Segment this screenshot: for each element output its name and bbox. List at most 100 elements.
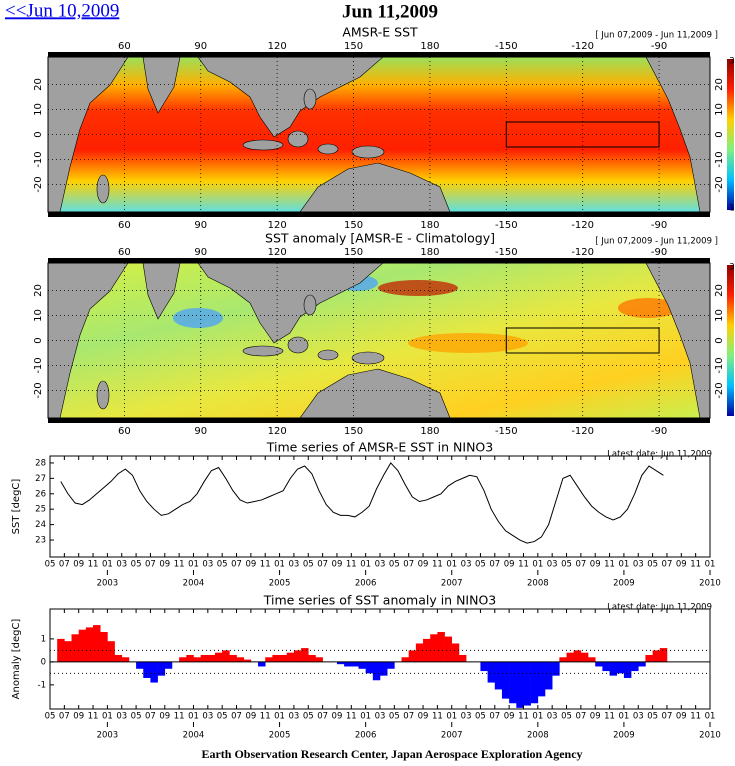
plot-frame: [49, 608, 711, 710]
x-tick-label: 05: [131, 560, 142, 570]
lon-bar-top: [48, 258, 710, 263]
x-tick-label: 07: [403, 712, 414, 722]
year-label: 2007: [441, 731, 463, 741]
anomaly-bar: [480, 661, 488, 672]
anomaly-bar: [573, 650, 582, 662]
back-link[interactable]: <<Jun 10,2009: [5, 0, 119, 21]
x-tick-label: 07: [662, 712, 673, 722]
anomaly-bar: [107, 641, 115, 662]
x-tick-label: 01: [360, 712, 371, 722]
lon-label-bottom: 150: [344, 426, 363, 437]
x-tick-label: 09: [590, 560, 601, 570]
year-label: 2010: [699, 731, 721, 741]
colorbar: [727, 265, 734, 416]
anomaly-bar: [580, 652, 589, 662]
lon-label-bottom: 180: [420, 220, 439, 231]
anomaly-bar: [236, 657, 244, 662]
lon-label-bottom: 120: [268, 426, 287, 437]
anomaly-bar: [444, 636, 453, 662]
lat-label-left: -20: [33, 176, 44, 192]
year-label: 2008: [527, 579, 549, 589]
year-label: 2003: [97, 579, 119, 589]
map-title: AMSR-E SST: [342, 25, 418, 40]
anomaly-bar: [437, 631, 445, 662]
x-tick-label: 05: [475, 560, 486, 570]
lon-label-top: 180: [420, 247, 439, 258]
lat-label-left: -10: [33, 151, 44, 167]
year-label: 2007: [441, 579, 463, 589]
y-tick-label: 24: [35, 520, 46, 530]
x-tick-label: 09: [504, 712, 515, 722]
year-label: 2009: [613, 579, 635, 589]
lon-label-bottom: -90: [651, 220, 667, 231]
colorbar: [727, 59, 734, 210]
x-tick-label: 11: [260, 560, 271, 570]
year-label: 2006: [355, 579, 377, 589]
x-tick-label: 05: [561, 712, 572, 722]
chart-title: Time series of AMSR-E SST in NINO3: [266, 440, 493, 455]
anomaly-bar: [372, 661, 381, 681]
x-tick-label: 03: [375, 560, 386, 570]
x-tick-label: 03: [375, 712, 386, 722]
lon-label-top: -120: [571, 41, 594, 52]
anomaly-bar: [552, 661, 560, 676]
x-tick-label: 01: [618, 712, 629, 722]
anomaly-bar: [623, 661, 632, 678]
x-tick-label: 09: [159, 712, 170, 722]
x-tick-label: 05: [45, 712, 56, 722]
latest-date: Latest date: Jun 11,2009: [607, 450, 712, 460]
anomaly-bar: [279, 654, 288, 662]
anomaly-bar: [71, 634, 79, 662]
anomaly-bar: [380, 661, 388, 676]
anomaly-bar: [186, 654, 194, 662]
anomaly-bar: [537, 661, 546, 697]
anomaly-bar: [616, 661, 625, 674]
lon-label-top: -150: [495, 41, 518, 52]
x-tick-label: 11: [690, 712, 701, 722]
anomaly-bar: [645, 654, 653, 662]
x-tick-label: 05: [131, 712, 142, 722]
y-tick-label: 26: [35, 489, 46, 499]
anomaly-bar: [387, 661, 395, 669]
x-tick-label: 05: [389, 560, 400, 570]
x-tick-label: 09: [418, 712, 429, 722]
y-tick-label: -1: [38, 680, 46, 690]
anomaly-bar: [516, 661, 524, 708]
lon-label-top: 180: [420, 41, 439, 52]
x-tick-label: 11: [346, 560, 357, 570]
anomaly-patch: [408, 333, 528, 353]
year-label: 2004: [183, 731, 205, 741]
x-tick-label: 09: [418, 560, 429, 570]
lon-bar-bottom: [48, 212, 710, 217]
anomaly-bar: [301, 648, 309, 662]
x-tick-label: 05: [217, 712, 228, 722]
x-tick-label: 05: [303, 560, 314, 570]
x-tick-label: 09: [504, 560, 515, 570]
lat-label-right: -10: [714, 357, 725, 373]
anomaly-bar: [545, 661, 553, 690]
anomaly-bar: [308, 654, 316, 662]
lat-label-right: 0: [714, 337, 725, 343]
lon-label-top: -90: [651, 247, 667, 258]
x-tick-label: 01: [446, 560, 457, 570]
x-tick-label: 11: [260, 712, 271, 722]
x-tick-label: 11: [346, 712, 357, 722]
x-tick-label: 07: [59, 560, 70, 570]
x-tick-label: 03: [547, 560, 558, 570]
lon-label-top: 90: [194, 41, 207, 52]
lat-label-right: 20: [714, 284, 725, 297]
year-label: 2008: [527, 731, 549, 741]
anomaly-patch: [378, 280, 458, 296]
x-tick-label: 09: [332, 560, 343, 570]
lon-label-top: 120: [268, 41, 287, 52]
y-tick-label: 28: [35, 458, 46, 468]
plot-frame: [49, 455, 711, 558]
x-tick-label: 05: [303, 712, 314, 722]
x-tick-label: 09: [676, 560, 687, 570]
y-tick-label: 23: [35, 536, 46, 546]
x-tick-label: 07: [575, 560, 586, 570]
map-date-range: [ Jun 07,2009 - Jun 11,2009 ]: [595, 31, 718, 41]
lon-label-top: -120: [571, 247, 594, 258]
anomaly-bar: [659, 648, 668, 662]
lon-label-top: 60: [118, 41, 131, 52]
